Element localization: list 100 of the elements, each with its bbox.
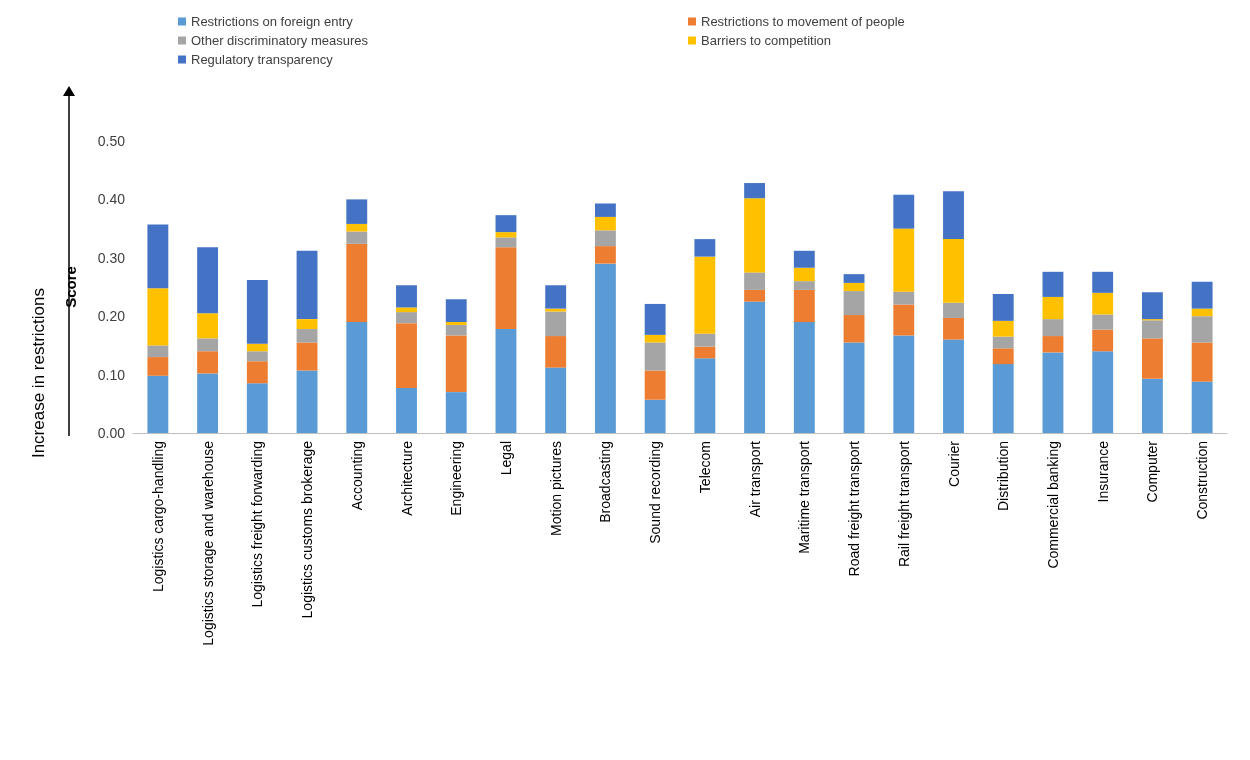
bar — [495, 247, 517, 330]
bar — [246, 351, 268, 362]
bar — [396, 285, 417, 308]
y-tick-label: 0.30 — [97, 249, 126, 266]
x-tick-label: Sound recording — [647, 441, 664, 544]
bar — [943, 239, 964, 303]
bar — [744, 289, 766, 302]
x-tick-label: Engineering — [448, 441, 465, 516]
x-tick-label: Telecom — [696, 441, 713, 494]
bar — [644, 399, 666, 433]
x-tick-label: Construction — [1194, 441, 1211, 520]
x-tick-label: Logistics customs brokerage — [299, 440, 316, 619]
bar — [396, 312, 417, 324]
bar — [495, 215, 517, 233]
bar — [843, 315, 865, 343]
bar — [992, 294, 1014, 321]
bar — [1042, 319, 1064, 337]
y-tick-label: 0.00 — [97, 425, 126, 441]
x-tick-label: Courier — [945, 440, 962, 487]
bar — [644, 370, 666, 400]
bar — [943, 302, 964, 318]
x-tick-label: Air transport — [746, 440, 763, 518]
y-axis-title: Score — [62, 266, 79, 308]
bar — [694, 346, 716, 359]
x-tick-label: Commercial banking — [1044, 441, 1061, 569]
bar — [1141, 338, 1163, 379]
bar — [744, 183, 766, 199]
bar — [495, 237, 517, 248]
bar — [545, 285, 567, 309]
bar — [396, 307, 417, 313]
x-tick-label: Logistics storage and warehouse — [199, 440, 216, 646]
bar — [843, 291, 865, 316]
bar — [197, 351, 219, 374]
bar — [346, 243, 368, 323]
bar — [594, 216, 616, 231]
bar — [197, 313, 219, 339]
x-tick-label: Insurance — [1094, 440, 1111, 503]
bar — [495, 232, 517, 238]
bar — [594, 203, 616, 217]
bar — [793, 281, 815, 290]
bar — [1092, 271, 1114, 293]
bar — [744, 301, 766, 433]
bar — [793, 267, 815, 282]
bar — [1042, 336, 1064, 353]
y-tick-label: 0.10 — [97, 366, 126, 383]
bar — [893, 194, 915, 229]
x-tick-label: Logistics cargo-handling — [149, 441, 166, 592]
bar — [1092, 329, 1114, 352]
bar — [296, 342, 318, 371]
x-tick-label: Motion pictures — [547, 441, 564, 536]
bar — [296, 329, 318, 343]
legend-label: Other discriminatory measures — [191, 33, 369, 48]
bar — [893, 335, 915, 433]
bar — [1141, 292, 1163, 320]
bar — [445, 392, 467, 433]
legend-label: Regulatory transparency — [191, 52, 334, 67]
legend-label: Restrictions to movement of people — [701, 14, 905, 29]
bar — [943, 191, 964, 240]
bar — [1092, 292, 1114, 315]
bar — [744, 272, 766, 290]
bar — [1092, 314, 1114, 330]
bar — [793, 250, 815, 268]
bar — [893, 304, 915, 336]
x-tick-label: Computer — [1144, 440, 1161, 503]
bar — [346, 231, 368, 244]
bar — [893, 228, 915, 292]
bar — [296, 319, 318, 330]
bar — [1141, 378, 1163, 433]
bar — [445, 322, 467, 325]
bar — [396, 323, 417, 389]
bar — [296, 250, 318, 320]
bar — [545, 308, 567, 312]
bar — [1092, 351, 1114, 433]
y-tick-label: 0.40 — [97, 191, 126, 208]
bar — [893, 291, 915, 305]
legend-label: Barriers to competition — [701, 33, 832, 48]
x-tick-label: Broadcasting — [597, 441, 614, 523]
bar — [1191, 281, 1213, 309]
bar — [545, 367, 567, 433]
bar — [246, 383, 268, 433]
bar — [1042, 271, 1064, 297]
bar — [445, 299, 467, 323]
bar — [992, 364, 1014, 433]
bar — [396, 388, 417, 433]
bar — [793, 289, 815, 323]
bar — [545, 311, 567, 337]
text: Increase in restrictions — [29, 287, 48, 459]
bar — [445, 324, 467, 336]
legend-label: Restrictions on foreign entry — [191, 14, 354, 29]
bar — [147, 345, 169, 358]
bar — [246, 279, 268, 344]
x-tick-label: Architecture — [398, 440, 415, 516]
bar — [992, 336, 1014, 349]
bar — [147, 288, 169, 346]
x-tick-label: Distribution — [995, 441, 1012, 512]
bar — [197, 338, 219, 352]
bar — [943, 339, 964, 433]
bar — [594, 263, 616, 433]
bar — [594, 246, 616, 264]
y-tick-label: 0.20 — [97, 308, 126, 325]
